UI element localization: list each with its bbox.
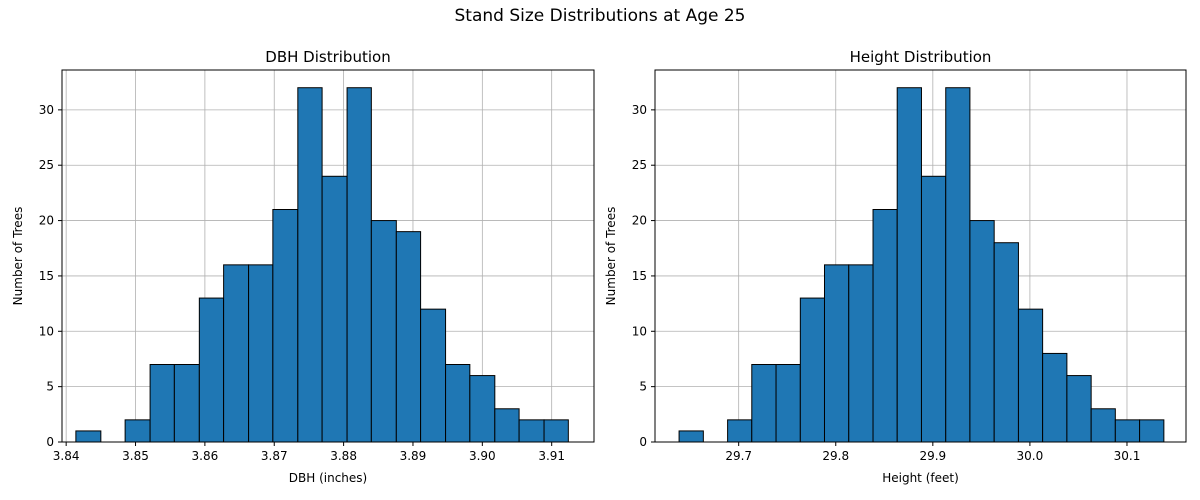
y-tick-label: 20: [39, 214, 54, 228]
histogram-bar: [494, 408, 520, 443]
histogram-bar: [75, 430, 102, 443]
y-tick-label: 20: [632, 214, 647, 228]
y-tick-label: 30: [632, 103, 647, 117]
y-tick-label: 0: [46, 435, 54, 449]
histogram-bar: [469, 375, 496, 443]
x-tick-label: 3.91: [538, 449, 565, 463]
y-tick-label: 10: [632, 324, 647, 338]
x-tick-label: 3.84: [53, 449, 80, 463]
y-tick-label: 30: [39, 103, 54, 117]
x-tick-label: 30.0: [1017, 449, 1044, 463]
chart-panel-2: 29.7 29.8 29.9 30.0 30.1 0 5 10 15 20 25 30 Height D…: [604, 48, 1187, 485]
x-tick-label: 29.7: [725, 449, 752, 463]
histogram-bar: [993, 242, 1019, 443]
x-tick-label: 3.86: [192, 449, 219, 463]
histogram-bar: [395, 231, 422, 443]
histogram-bar: [248, 264, 274, 443]
x-axis-label: Height (feet): [882, 471, 959, 485]
y-tick-label: 25: [39, 158, 54, 172]
histogram-bar: [543, 419, 569, 443]
histogram-bar: [297, 87, 323, 443]
y-tick-label: 5: [639, 380, 647, 394]
histogram-bar: [420, 308, 447, 443]
y-axis-label: Number of Trees: [11, 207, 25, 306]
chart-panel-1: 3.84 3.85 3.86 3.87 3.88 3.89 3.90 3.91 0 5 10 15 20…: [11, 48, 595, 485]
histogram-bar: [346, 87, 372, 443]
y-tick-label: 15: [632, 269, 647, 283]
histogram-bar: [799, 297, 825, 443]
histogram-bar: [198, 297, 225, 443]
histogram-bar: [751, 364, 777, 443]
histogram-bar: [1114, 419, 1141, 443]
histogram-bar: [272, 209, 299, 443]
x-axis-label: DBH (inches): [289, 471, 367, 485]
x-tick-label: 3.85: [122, 449, 149, 463]
x-tick-label: 3.90: [469, 449, 496, 463]
x-tick-label: 30.1: [1114, 449, 1141, 463]
histogram-bar: [1017, 308, 1044, 443]
histogram-bar: [678, 430, 704, 443]
histogram-bar: [1090, 408, 1116, 443]
histogram-bar: [945, 87, 971, 443]
histogram-bar: [823, 264, 850, 443]
histogram-bar: [920, 175, 947, 443]
histogram-bar: [173, 364, 200, 443]
histogram-bar: [775, 364, 801, 443]
x-tick-label: 3.88: [330, 449, 357, 463]
y-axis-label: Number of Trees: [604, 207, 618, 306]
y-tick-label: 15: [39, 269, 54, 283]
figure-title: Stand Size Distributions at Age 25: [454, 6, 746, 26]
histogram-bar: [848, 264, 874, 443]
x-tick-label: 3.89: [400, 449, 427, 463]
plot-title: Height Distribution: [850, 48, 992, 66]
plot-frame: [654, 69, 1187, 443]
x-tick-label: 3.87: [261, 449, 288, 463]
histogram-bar: [1042, 352, 1068, 443]
y-tick-label: 10: [39, 324, 54, 338]
histogram-bar: [896, 87, 922, 443]
histogram-bar: [969, 220, 995, 443]
histogram-bar: [872, 209, 898, 443]
histogram-bar: [223, 264, 250, 443]
y-tick-label: 25: [632, 158, 647, 172]
histogram-bar: [370, 220, 397, 443]
histogram-bar: [445, 364, 471, 443]
x-tick-label: 29.9: [919, 449, 946, 463]
y-tick-label: 5: [46, 380, 54, 394]
histogram-bar: [1066, 375, 1092, 443]
histogram-bar: [149, 364, 175, 443]
x-tick-label: 29.8: [822, 449, 849, 463]
plot-title: DBH Distribution: [265, 48, 390, 66]
histogram-bar: [321, 175, 348, 443]
histogram-bar: [518, 419, 545, 443]
histogram-bar: [124, 419, 151, 443]
y-tick-label: 0: [639, 435, 647, 449]
plot-frame: [61, 69, 595, 443]
histogram-bar: [1139, 419, 1165, 443]
histogram-bar: [727, 419, 753, 443]
